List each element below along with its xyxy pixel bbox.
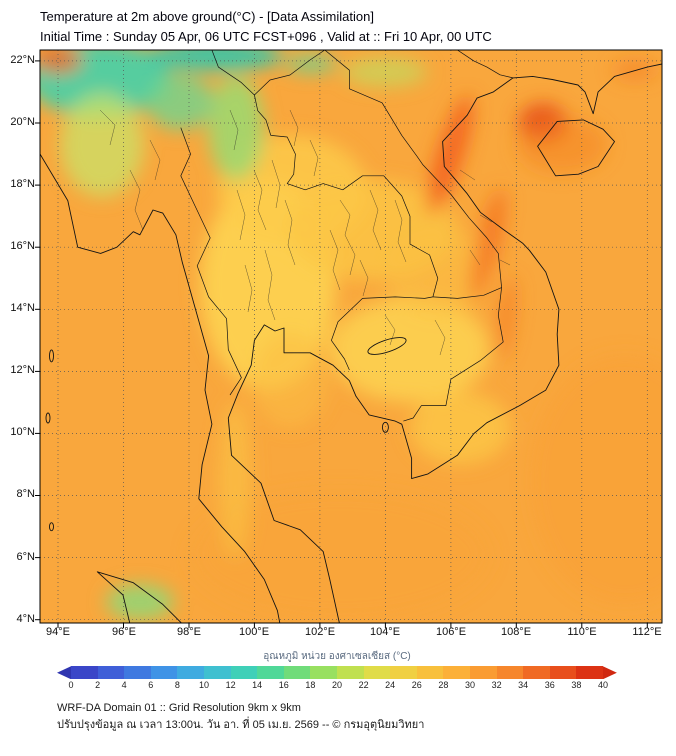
lat-tick-label: 12°N (10, 364, 35, 377)
colorbar-segment (496, 666, 524, 680)
border-layer (180, 50, 514, 422)
colorbar-ticks: 0 2 4 6 8 10 12 14 16 18 20 22 24 26 28 … (68, 679, 608, 692)
footer-domain-info: WRF-DA Domain 01 :: Grid Resolution 9km … (57, 702, 301, 715)
colorbar-segment (576, 666, 603, 680)
map-block: 22°N 20°N 18°N 16°N 14°N 12°N 10°N 8°N 6… (0, 49, 676, 629)
lon-tick-label: 94°E (46, 626, 70, 639)
colorbar-tick: 22 (358, 680, 369, 691)
map-canvas (35, 49, 663, 629)
lat-tick-label: 16°N (10, 240, 35, 253)
colorbar-tick: 0 (68, 680, 74, 691)
colorbar-segment (523, 666, 550, 680)
colorbar-tick: 4 (121, 680, 127, 691)
colorbar-tick: 34 (518, 680, 529, 691)
colorbar-segment (177, 666, 204, 680)
colorbar-segment (283, 666, 311, 680)
colorbar-tick: 28 (438, 680, 449, 691)
colorbar-tick: 32 (491, 680, 502, 691)
colorbar-segment (549, 666, 577, 680)
colorbar-tick: 26 (411, 680, 422, 691)
lon-tick-label: 108°E (500, 626, 532, 639)
lat-tick-label: 18°N (10, 178, 35, 191)
lat-tick-label: 6°N (16, 551, 35, 564)
colorbar-segment (443, 666, 470, 680)
longitude-axis: 94°E 96°E 98°E 100°E 102°E 104°E 106°E 1… (40, 623, 662, 641)
colorbar-segment (336, 666, 364, 680)
lat-tick-label: 22°N (10, 54, 35, 67)
map-frame (35, 49, 663, 629)
colorbar-tick: 18 (305, 680, 316, 691)
weather-map-svg (35, 49, 663, 629)
colorbar-segment (416, 666, 444, 680)
lon-tick-label: 102°E (304, 626, 336, 639)
lon-tick-label: 104°E (369, 626, 401, 639)
lat-tick-label: 8°N (16, 488, 35, 501)
colorbar-segment (363, 666, 391, 680)
lat-tick-label: 4°N (16, 613, 35, 626)
coastline-layer (40, 63, 662, 624)
colorbar-segment (390, 666, 417, 680)
colorbar-segment (97, 666, 125, 680)
colorbar-segment (203, 666, 231, 680)
colorbar-segment (150, 666, 178, 680)
colorbar-tick: 12 (225, 680, 236, 691)
colorbar-segment (230, 666, 258, 680)
colorbar-segment (310, 666, 337, 680)
footer-update-info: ปรับปรุงข้อมูล ณ เวลา 13:00น. วัน อา. ที… (57, 719, 425, 732)
colorbar-segment (469, 666, 497, 680)
province-layer (99, 110, 511, 356)
colorbar-left-arrow (57, 666, 71, 680)
colorbar-tick: 14 (252, 680, 263, 691)
colorbar-tick: 40 (597, 680, 609, 691)
colorbar-right-arrow (602, 666, 617, 680)
colorbar-segment (257, 666, 284, 680)
colorbar-label: อุณหภูมิ หน่วย องศาเซลเซียส (°C) (263, 651, 411, 663)
colorbar-tick: 30 (464, 680, 476, 691)
map-subtitle: Initial Time : Sunday 05 Apr, 06 UTC FCS… (40, 29, 492, 45)
latitude-axis: 22°N 20°N 18°N 16°N 14°N 12°N 10°N 8°N 6… (0, 50, 40, 626)
lat-tick-label: 10°N (10, 426, 35, 439)
colorbar-segment (124, 666, 151, 680)
lon-tick-label: 98°E (177, 626, 201, 639)
colorbar-tick: 16 (278, 680, 289, 691)
colorbar-tick: 20 (331, 680, 343, 691)
colorbar-tick: 6 (148, 680, 154, 691)
colorbar-tick: 8 (174, 680, 180, 691)
lon-tick-label: 112°E (632, 626, 662, 639)
map-title: Temperature at 2m above ground(°C) - [Da… (40, 9, 374, 24)
temperature-field (40, 50, 662, 624)
lon-tick-label: 100°E (238, 626, 270, 639)
colorbar-tick: 2 (95, 680, 101, 691)
lat-tick-label: 20°N (10, 116, 35, 129)
lon-tick-label: 106°E (435, 626, 467, 639)
colorbar-tick: 10 (198, 680, 210, 691)
lon-tick-label: 110°E (567, 626, 597, 639)
colorbar (57, 666, 617, 680)
map-header: Temperature at 2m above ground(°C) - [Da… (0, 0, 676, 50)
colorbar-tick: 24 (385, 680, 396, 691)
lon-tick-label: 96°E (112, 626, 136, 639)
lat-tick-label: 14°N (10, 302, 35, 315)
colorbar-tick: 38 (571, 680, 582, 691)
colorbar-segment (71, 666, 98, 680)
colorbar-tick: 36 (544, 680, 555, 691)
map-footer: WRF-DA Domain 01 :: Grid Resolution 9km … (57, 700, 676, 734)
